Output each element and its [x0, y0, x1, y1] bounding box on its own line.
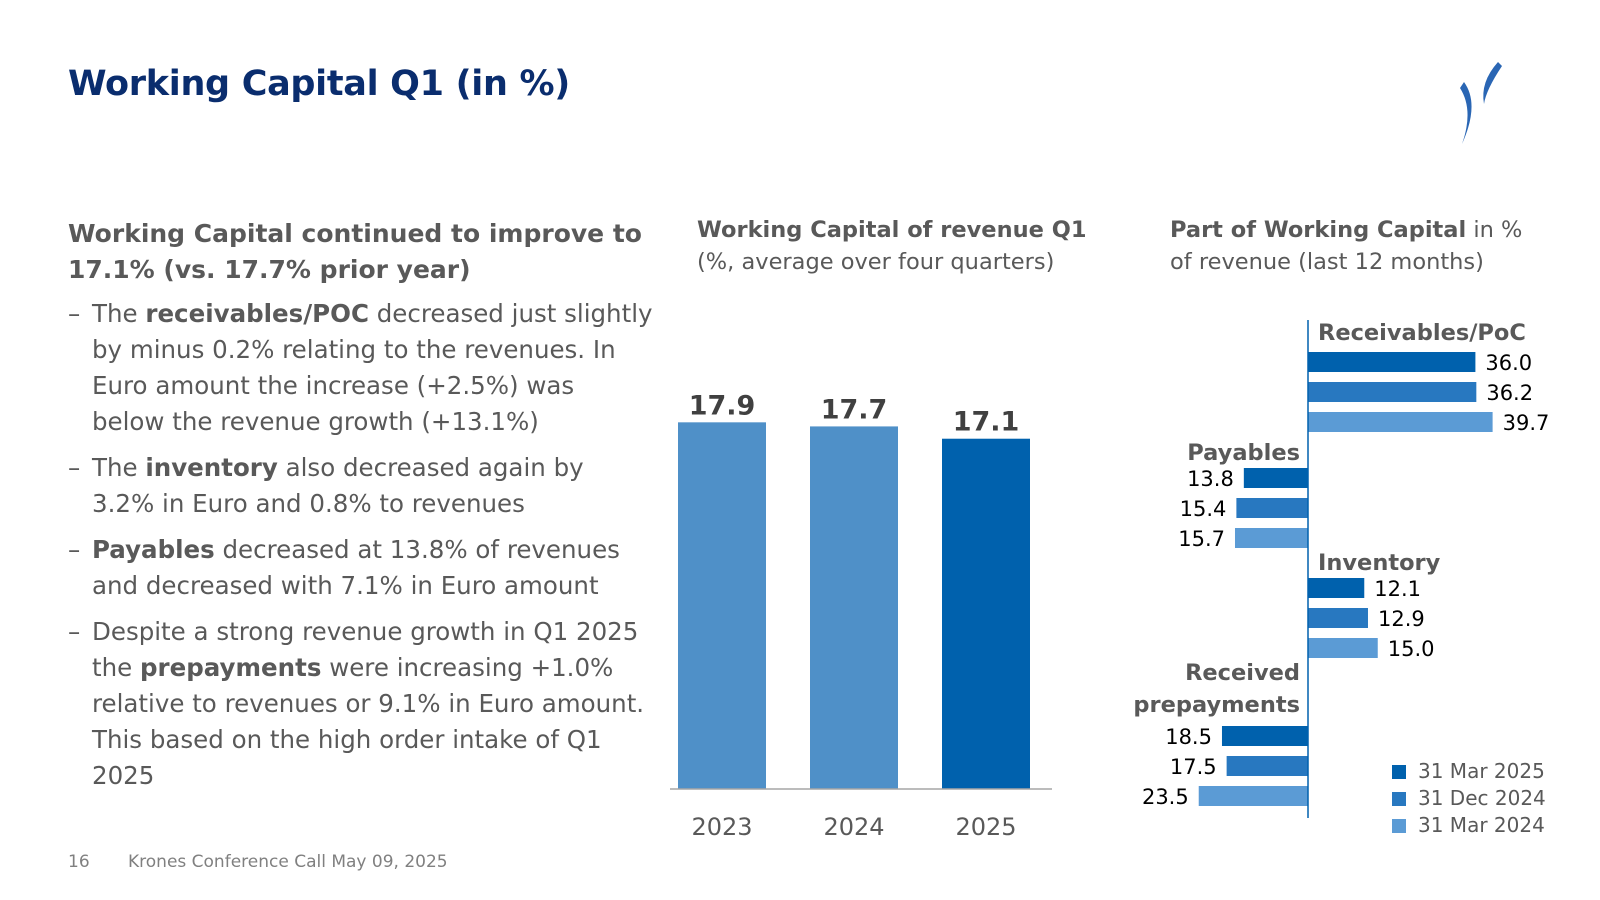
bullet-dash: – — [68, 299, 81, 328]
group-label: Received — [1185, 660, 1300, 686]
bar-31-dec-2024 — [1236, 498, 1308, 518]
bullet-text-post: were increasing +1.0% relative to revenu… — [92, 653, 645, 790]
bar-31-mar-2024 — [1308, 638, 1378, 658]
bullet-dash: – — [68, 617, 81, 646]
bar-value-label: 12.9 — [1378, 607, 1425, 631]
x-tick-label: 2023 — [691, 813, 752, 841]
bullet-text-pre: The — [92, 453, 146, 482]
bar-value-label: 15.0 — [1388, 637, 1435, 661]
x-tick-label: 2024 — [823, 813, 884, 841]
page-number: 16 — [68, 852, 90, 872]
legend-item: 31 Mar 2025 — [1392, 758, 1546, 785]
legend-label: 31 Mar 2025 — [1418, 759, 1545, 783]
bar-value-label: 23.5 — [1142, 785, 1189, 809]
bullet-payables: – Payables decreased at 13.8% of revenue… — [68, 532, 653, 604]
group-label: prepayments — [1133, 692, 1300, 718]
bar-31-mar-2024 — [1234, 528, 1308, 548]
logo-right-stroke — [1483, 62, 1502, 104]
bullet-text-post: decreased at 13.8% of revenues and decre… — [92, 535, 620, 600]
krones-logo — [1460, 62, 1502, 144]
legend-item: 31 Dec 2024 — [1392, 785, 1546, 812]
bullet-text-post: also decreased again by 3.2% in Euro and… — [92, 453, 584, 518]
bullet-text-pre: Despite a strong revenue growth in Q1 20… — [92, 617, 639, 682]
bar-value-label: 17.1 — [953, 407, 1020, 438]
chart2-legend: 31 Mar 2025 31 Dec 2024 31 Mar 2024 — [1392, 758, 1546, 839]
bullet-dash: – — [68, 453, 81, 482]
bar-value-label: 17.7 — [821, 394, 888, 425]
bar-31-mar-2025 — [1308, 352, 1476, 372]
bullet-text-bold: inventory — [145, 453, 278, 482]
bar-value-label: 36.0 — [1485, 351, 1532, 375]
bar-value-label: 39.7 — [1503, 411, 1550, 435]
bar-31-dec-2024 — [1226, 756, 1308, 776]
bar-2025 — [942, 438, 1030, 789]
bar-value-label: 12.1 — [1374, 577, 1421, 601]
legend-item: 31 Mar 2024 — [1392, 812, 1546, 839]
bar-31-mar-2024 — [1198, 786, 1308, 806]
group-label: Payables — [1187, 440, 1300, 466]
bar-31-mar-2025 — [1243, 468, 1308, 488]
chart1-subtitle: (%, average over four quarters) — [697, 249, 1055, 275]
bar-2024 — [810, 426, 898, 789]
chart2-title-rest: in % — [1466, 217, 1523, 243]
bar-value-label: 13.8 — [1187, 467, 1234, 491]
bar-2023 — [678, 422, 766, 789]
bar-31-mar-2025 — [1221, 726, 1308, 746]
bar-value-label: 36.2 — [1486, 381, 1533, 405]
bullet-receivables: – The receivables/POC decreased just sli… — [68, 296, 653, 440]
bar-value-label: 17.5 — [1170, 755, 1217, 779]
bar-31-mar-2024 — [1308, 412, 1493, 432]
legend-label: 31 Mar 2024 — [1418, 813, 1545, 837]
chart2-title: Part of Working Capital in % of revenue … — [1170, 214, 1522, 278]
bar-value-label: 17.9 — [689, 390, 756, 421]
working-capital-bar-chart: 17.9 2023 17.7 2024 17.1 2025 — [670, 390, 1052, 841]
group-label: Receivables/PoC — [1318, 320, 1526, 346]
legend-label: 31 Dec 2024 — [1418, 786, 1546, 810]
bar-value-label: 18.5 — [1165, 725, 1212, 749]
footer: 16 Krones Conference Call May 09, 2025 — [68, 852, 448, 872]
chart1-title: Working Capital of revenue Q1 (%, averag… — [697, 214, 1086, 278]
bar-value-label: 15.4 — [1180, 497, 1227, 521]
logo-left-stroke — [1460, 82, 1472, 144]
bullet-prepayments: – Despite a strong revenue growth in Q1 … — [68, 614, 653, 794]
bar-31-dec-2024 — [1308, 382, 1477, 402]
group-label: Inventory — [1318, 550, 1441, 576]
legend-swatch — [1392, 791, 1406, 806]
x-tick-label: 2025 — [955, 813, 1016, 841]
bullet-inventory: – The inventory also decreased again by … — [68, 450, 653, 522]
bullet-text-bold: receivables/POC — [145, 299, 369, 328]
bullet-text-bold: prepayments — [140, 653, 322, 682]
bullet-list: – The receivables/POC decreased just sli… — [68, 296, 653, 804]
headline: Working Capital continued to improve to … — [68, 219, 642, 284]
bar-31-dec-2024 — [1308, 608, 1368, 628]
bullet-dash: – — [68, 535, 81, 564]
chart2-title-bold: Part of Working Capital — [1170, 217, 1467, 243]
page-title: Working Capital Q1 (in %) — [68, 64, 570, 104]
chart1-title-bold: Working Capital of revenue Q1 — [697, 217, 1087, 243]
footer-text: Krones Conference Call May 09, 2025 — [128, 852, 448, 872]
bullet-text-bold: Payables — [92, 535, 215, 564]
chart2-subtitle: of revenue (last 12 months) — [1170, 249, 1484, 275]
bar-31-mar-2025 — [1308, 578, 1365, 598]
legend-swatch — [1392, 818, 1406, 833]
bullet-text-pre: The — [92, 299, 146, 328]
bullet-text-post: decreased just slightly by minus 0.2% re… — [92, 299, 653, 436]
legend-swatch — [1392, 764, 1406, 779]
bar-value-label: 15.7 — [1178, 527, 1225, 551]
